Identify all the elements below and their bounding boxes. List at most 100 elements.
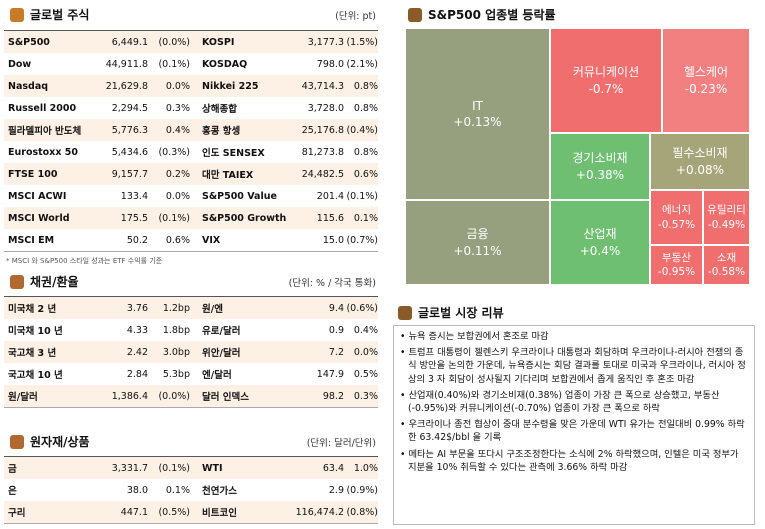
- tile-name: 산업재: [583, 227, 617, 242]
- row-value: 0.0%: [353, 346, 378, 358]
- footnote: * MSCI 와 S&P500 스타일 성과는 ETF 수익률 기준: [6, 257, 163, 265]
- table-row: MSCI ACWI 133.4 0.0% S&P500 Value 201.4 (0.1%…: [4, 185, 378, 207]
- row-label: FTSE 100: [8, 168, 58, 180]
- row-label: Eurostoxx 50: [8, 146, 78, 158]
- tile-change: -0.58%: [707, 266, 746, 278]
- section-title: 글로벌 주식: [30, 8, 90, 22]
- row-label: 위안/달러: [202, 348, 241, 359]
- table-row: Nasdaq 21,629.8 0.0% Nikkei 225 43,714.3 0.8%: [4, 75, 378, 97]
- tile-name: 에너지: [662, 204, 691, 217]
- row-value: 2.42: [126, 346, 148, 358]
- row-value: 0.0%: [165, 80, 190, 92]
- row-value: 6,449.1: [111, 36, 148, 48]
- row-value: 175.5: [120, 212, 148, 224]
- row-value: (0.7%): [346, 234, 378, 246]
- treemap-tile: 부동산 -0.95%: [650, 245, 703, 285]
- tile-change: -0.7%: [588, 81, 624, 96]
- row-label: 달러 인덱스: [202, 392, 250, 403]
- review-bullet: • 메타는 AI 부문을 또다시 구조조정한다는 소식에 2% 하락했으며, 인…: [400, 448, 739, 473]
- treemap-tile: 경기소비재 +0.38%: [550, 133, 650, 200]
- row-label: MSCI World: [8, 212, 70, 224]
- row-value: 0.4%: [165, 124, 190, 136]
- row-label: 대만 TAIEX: [202, 170, 254, 181]
- row-label: 미국채 10 년: [8, 326, 63, 337]
- row-label: KOSPI: [202, 36, 235, 48]
- row-label: 금: [8, 464, 17, 475]
- row-label: S&P500: [8, 36, 50, 48]
- row-value: 21,629.8: [105, 80, 148, 92]
- table-row: 국고채 3 년 2.42 3.0bp 위안/달러 7.2 0.0%: [4, 341, 378, 363]
- tile-name: 경기소비재: [572, 151, 628, 166]
- row-value: 4.33: [126, 324, 148, 336]
- row-label: 국고채 10 년: [8, 370, 63, 381]
- data-table: S&P500 6,449.1 (0.0%) KOSPI 3,177.3 (1.5%) Dow…: [4, 30, 378, 252]
- row-label: 은: [8, 486, 17, 497]
- row-value: 0.0%: [165, 190, 190, 202]
- row-value: 5,434.6: [111, 146, 148, 158]
- row-value: (0.6%): [346, 302, 378, 314]
- row-value: (0.1%): [158, 462, 190, 474]
- row-value: 0.4%: [353, 324, 378, 336]
- row-value: 25,176.8: [301, 124, 344, 136]
- table-row: 미국채 2 년 3.76 1.2bp 원/엔 9.4 (0.6%): [4, 297, 378, 319]
- row-value: 0.8%: [353, 102, 378, 114]
- row-label: 천연가스: [202, 486, 237, 497]
- section-header: 원자재/상품: [10, 433, 90, 450]
- bullet-text: 우크라이나 종전 협상이 중대 분수령을 맞은 가운데 WTI 유가는 전일대비…: [408, 419, 745, 444]
- row-value: 0.6%: [165, 234, 190, 246]
- row-value: 798.0: [316, 58, 344, 70]
- row-label: WTI: [202, 462, 223, 474]
- tile-name: 헬스케어: [683, 65, 729, 80]
- row-value: 9.4: [328, 302, 344, 314]
- section-unit: (단위: pt): [335, 11, 376, 22]
- row-label: 필라델피아 반도체: [8, 126, 82, 137]
- table-row: 미국채 10 년 4.33 1.8bp 유로/달러 0.9 0.4%: [4, 319, 378, 341]
- row-value: 0.8%: [353, 146, 378, 158]
- row-value: 3.0bp: [162, 346, 190, 358]
- tile-name: 부동산: [662, 251, 691, 264]
- treemap-tile: IT +0.13%: [405, 28, 550, 200]
- row-value: 63.4: [322, 462, 344, 474]
- row-label: 상해종합: [202, 104, 237, 115]
- row-label: 인도 SENSEX: [202, 148, 265, 159]
- row-label: KOSDAQ: [202, 58, 248, 70]
- section-unit: (단위: 달러/단위): [306, 438, 376, 449]
- row-value: (0.5%): [158, 506, 190, 518]
- row-value: (0.1%): [346, 190, 378, 202]
- section-title: 채권/환율: [30, 275, 79, 289]
- row-value: 24,482.5: [301, 168, 344, 180]
- row-value: 1.0%: [353, 462, 378, 474]
- data-table: 금 3,331.7 (0.1%) WTI 63.4 1.0% 은 38.0 0.1% 천연가스 2.…: [4, 456, 378, 524]
- tile-name: 소재: [716, 251, 737, 264]
- section-icon: [10, 7, 24, 22]
- row-label: Dow: [8, 58, 32, 70]
- row-value: 3,177.3: [307, 36, 344, 48]
- tile-change: +0.11%: [453, 243, 502, 258]
- row-value: 43,714.3: [301, 80, 344, 92]
- row-value: 0.3%: [165, 102, 190, 114]
- tile-change: -0.23%: [684, 81, 728, 96]
- row-value: 2,294.5: [111, 102, 148, 114]
- row-value: 147.9: [316, 368, 344, 380]
- treemap-tile: 소재 -0.58%: [703, 245, 750, 285]
- row-label: 원/달러: [8, 392, 38, 403]
- row-value: 3,331.7: [111, 462, 148, 474]
- row-value: (0.8%): [346, 506, 378, 518]
- bullet-text: 산업재(0.40%)와 경기소비재(0.38%) 업종이 가장 큰 폭으로 상승…: [408, 389, 720, 414]
- row-value: 0.6%: [353, 168, 378, 180]
- review-bullet: • 트럼프 대통령이 젤렌스키 우크라이나 대통령과 회담하며 우크라이나-러시…: [400, 347, 746, 385]
- tile-name: 필수소비재: [672, 146, 728, 161]
- row-label: 원/엔: [202, 304, 223, 315]
- treemap-tile: 유틸리티 -0.49%: [703, 190, 750, 245]
- row-value: 0.1%: [353, 212, 378, 224]
- row-value: (0.9%): [346, 484, 378, 496]
- row-value: 0.2%: [165, 168, 190, 180]
- row-value: 50.2: [126, 234, 148, 246]
- section-unit: (단위: % / 각국 통화): [288, 278, 376, 289]
- review-bullet: • 뉴욕 증시는 보합권에서 혼조로 마감: [400, 331, 549, 342]
- tile-name: 유틸리티: [707, 204, 746, 217]
- row-value: (0.1%): [158, 58, 190, 70]
- review-box: • 뉴욕 증시는 보합권에서 혼조로 마감 • 트럼프 대통령이 젤렌스키 우크라…: [393, 325, 755, 525]
- row-label: Nasdaq: [8, 80, 49, 92]
- tile-change: +0.13%: [453, 115, 502, 129]
